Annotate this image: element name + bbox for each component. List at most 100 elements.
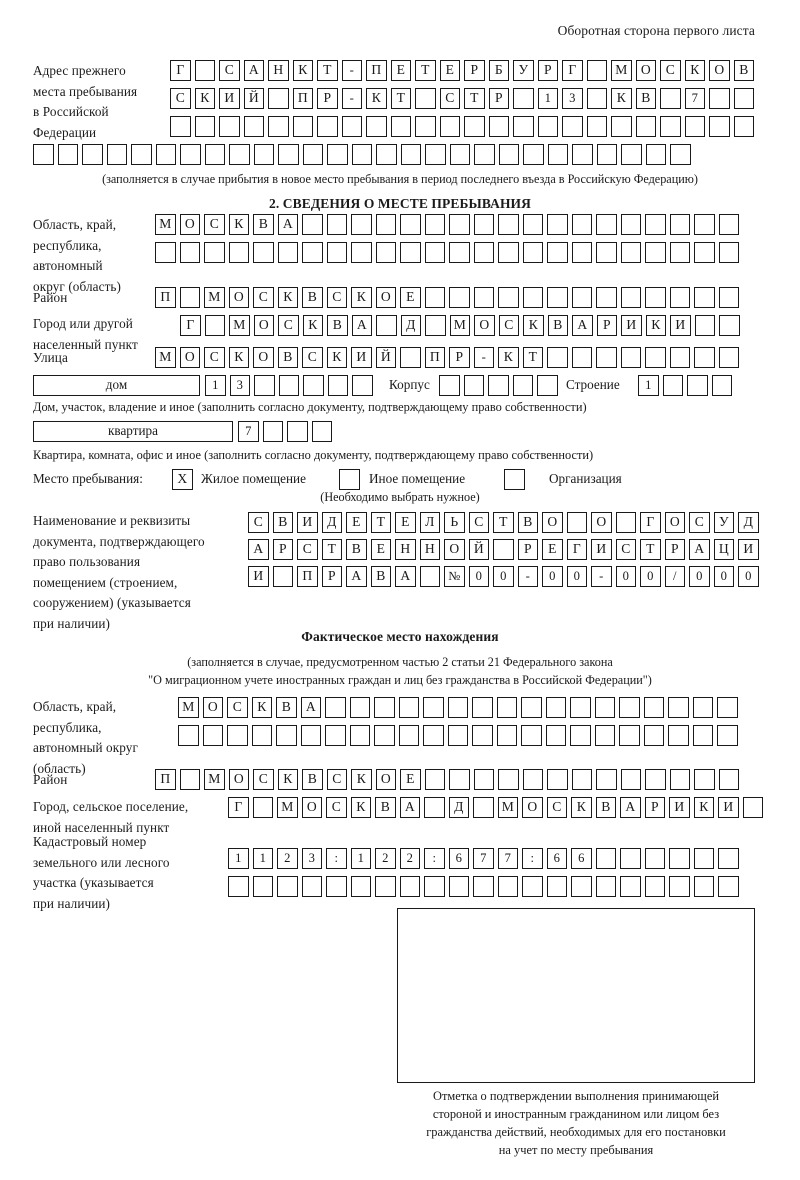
section2-district-r1-cell-6[interactable]: К xyxy=(277,287,298,308)
cadastral-r2-cell-2[interactable] xyxy=(252,876,273,897)
cadastral-r2-cell-19[interactable] xyxy=(669,876,690,897)
section2-city-r1-cell-21[interactable]: И xyxy=(670,315,691,336)
actual-city-r1-cell-1[interactable]: Г xyxy=(228,797,249,818)
section2-district-r1-cell-14[interactable] xyxy=(473,287,494,308)
document-r1-cell-21[interactable]: Д xyxy=(738,512,759,533)
actual-region-r2-cell-16[interactable] xyxy=(545,725,566,746)
section2-city-r1-cell-9[interactable] xyxy=(376,315,397,336)
previous-address-r2-cell-22[interactable]: 7 xyxy=(684,88,705,109)
section2-district-r1-cell-18[interactable] xyxy=(571,287,592,308)
document-r2-cell-3[interactable]: С xyxy=(297,539,318,560)
document-r1-cell-19[interactable]: С xyxy=(689,512,710,533)
previous-address-r4-cell-7[interactable] xyxy=(180,144,201,165)
document-r2-cell-5[interactable]: В xyxy=(346,539,367,560)
cadastral-r2-cell-5[interactable] xyxy=(326,876,347,897)
section2-region-r1-cell-4[interactable]: К xyxy=(228,214,249,235)
actual-region-r2-cell-14[interactable] xyxy=(496,725,517,746)
house-number-cell-1[interactable]: 1 xyxy=(205,375,226,396)
previous-address-r4-cell-8[interactable] xyxy=(204,144,225,165)
cadastral-r2-cell-4[interactable] xyxy=(301,876,322,897)
section2-street-r1-cell-11[interactable] xyxy=(400,347,421,368)
stay-type-checkbox-dwelling[interactable]: Х xyxy=(172,469,193,490)
previous-address-r2-cell-6[interactable]: П xyxy=(292,88,313,109)
flat-number-cell-4[interactable] xyxy=(311,421,332,442)
actual-region-r1-cell-5[interactable]: В xyxy=(276,697,297,718)
stroenie-cell-3[interactable] xyxy=(687,375,708,396)
cadastral-r1-cell-1[interactable]: 1 xyxy=(228,848,249,869)
section2-region-r1-cell-6[interactable]: А xyxy=(277,214,298,235)
section2-district-r1-cell-11[interactable]: Е xyxy=(400,287,421,308)
document-r2-cell-2[interactable]: Р xyxy=(272,539,293,560)
actual-region-r1-cell-23[interactable] xyxy=(717,697,738,718)
actual-region-r1-cell-6[interactable]: А xyxy=(300,697,321,718)
section2-district-r1-cell-5[interactable]: С xyxy=(253,287,274,308)
actual-region-r1-cell-15[interactable] xyxy=(521,697,542,718)
document-r2-cell-9[interactable]: О xyxy=(444,539,465,560)
actual-region-r2-cell-5[interactable] xyxy=(276,725,297,746)
section2-district-r1-cell-12[interactable] xyxy=(424,287,445,308)
document-r2-cell-8[interactable]: Н xyxy=(419,539,440,560)
previous-address-r2-cell-20[interactable]: В xyxy=(635,88,656,109)
previous-address-r3-cell-24[interactable] xyxy=(733,116,754,137)
document-r2-cell-7[interactable]: Н xyxy=(395,539,416,560)
previous-address-r2-cell-23[interactable] xyxy=(709,88,730,109)
stay-type-checkbox-organization[interactable] xyxy=(504,469,525,490)
section2-city-r1-cell-1[interactable]: Г xyxy=(180,315,201,336)
section2-street-r1-cell-21[interactable] xyxy=(645,347,666,368)
section2-district-r1-cell-23[interactable] xyxy=(694,287,715,308)
section2-city-r1-cell-3[interactable]: М xyxy=(229,315,250,336)
previous-address-r4-cell-3[interactable] xyxy=(82,144,103,165)
actual-region-r2-cell-15[interactable] xyxy=(521,725,542,746)
korpus-cell-1[interactable] xyxy=(439,375,460,396)
previous-address-r3-cell-11[interactable] xyxy=(415,116,436,137)
document-r1-cell-7[interactable]: Е xyxy=(395,512,416,533)
section2-city-r1-cell-4[interactable]: О xyxy=(253,315,274,336)
actual-district-r1-cell-16[interactable] xyxy=(522,769,543,790)
previous-address-r2-cell-13[interactable]: Т xyxy=(464,88,485,109)
cadastral-r2-cell-12[interactable] xyxy=(497,876,518,897)
document-r1-cell-14[interactable] xyxy=(566,512,587,533)
korpus-cell-2[interactable] xyxy=(463,375,484,396)
cadastral-r2-cell-10[interactable] xyxy=(448,876,469,897)
cadastral-r1-cell-12[interactable]: 7 xyxy=(497,848,518,869)
previous-address-r3-cell-9[interactable] xyxy=(366,116,387,137)
section2-street-r1-cell-10[interactable]: Й xyxy=(375,347,396,368)
previous-address-r1-cell-11[interactable]: Т xyxy=(415,60,436,81)
flat-number-cell-1[interactable]: 7 xyxy=(238,421,259,442)
previous-address-r3-cell-7[interactable] xyxy=(317,116,338,137)
actual-region-r1-cell-4[interactable]: К xyxy=(251,697,272,718)
cadastral-r2-cell-6[interactable] xyxy=(350,876,371,897)
previous-address-r4-cell-18[interactable] xyxy=(449,144,470,165)
actual-district-r1-cell-18[interactable] xyxy=(571,769,592,790)
document-r2-cell-14[interactable]: Г xyxy=(566,539,587,560)
actual-district-r1-cell-9[interactable]: К xyxy=(351,769,372,790)
document-r3-cell-12[interactable]: - xyxy=(517,566,538,587)
document-r2-cell-19[interactable]: А xyxy=(689,539,710,560)
house-number-cell-3[interactable] xyxy=(254,375,275,396)
previous-address-r1-cell-8[interactable]: - xyxy=(341,60,362,81)
document-r3-cell-13[interactable]: 0 xyxy=(542,566,563,587)
section2-region-r1-cell-7[interactable] xyxy=(302,214,323,235)
actual-region-r2-cell-3[interactable] xyxy=(227,725,248,746)
actual-district-r1-cell-4[interactable]: О xyxy=(228,769,249,790)
previous-address-r2-cell-18[interactable] xyxy=(586,88,607,109)
document-r3-cell-14[interactable]: 0 xyxy=(566,566,587,587)
actual-city-r1-cell-15[interactable]: К xyxy=(571,797,592,818)
section2-region-r2-cell-8[interactable] xyxy=(326,242,347,263)
section2-street-r1-cell-19[interactable] xyxy=(596,347,617,368)
previous-address-r4-cell-17[interactable] xyxy=(425,144,446,165)
document-r3-cell-20[interactable]: 0 xyxy=(713,566,734,587)
previous-address-r4-cell-21[interactable] xyxy=(523,144,544,165)
section2-city-r1-cell-7[interactable]: В xyxy=(327,315,348,336)
section2-region-r2-cell-13[interactable] xyxy=(449,242,470,263)
stroenie-cells[interactable]: 1 xyxy=(638,375,732,396)
document-r1-cell-4[interactable]: Д xyxy=(321,512,342,533)
previous-address-r2-cell-7[interactable]: Р xyxy=(317,88,338,109)
cadastral-r2-cell-1[interactable] xyxy=(228,876,249,897)
section2-region-r2-cell-21[interactable] xyxy=(645,242,666,263)
document-r2-cell-17[interactable]: Т xyxy=(640,539,661,560)
